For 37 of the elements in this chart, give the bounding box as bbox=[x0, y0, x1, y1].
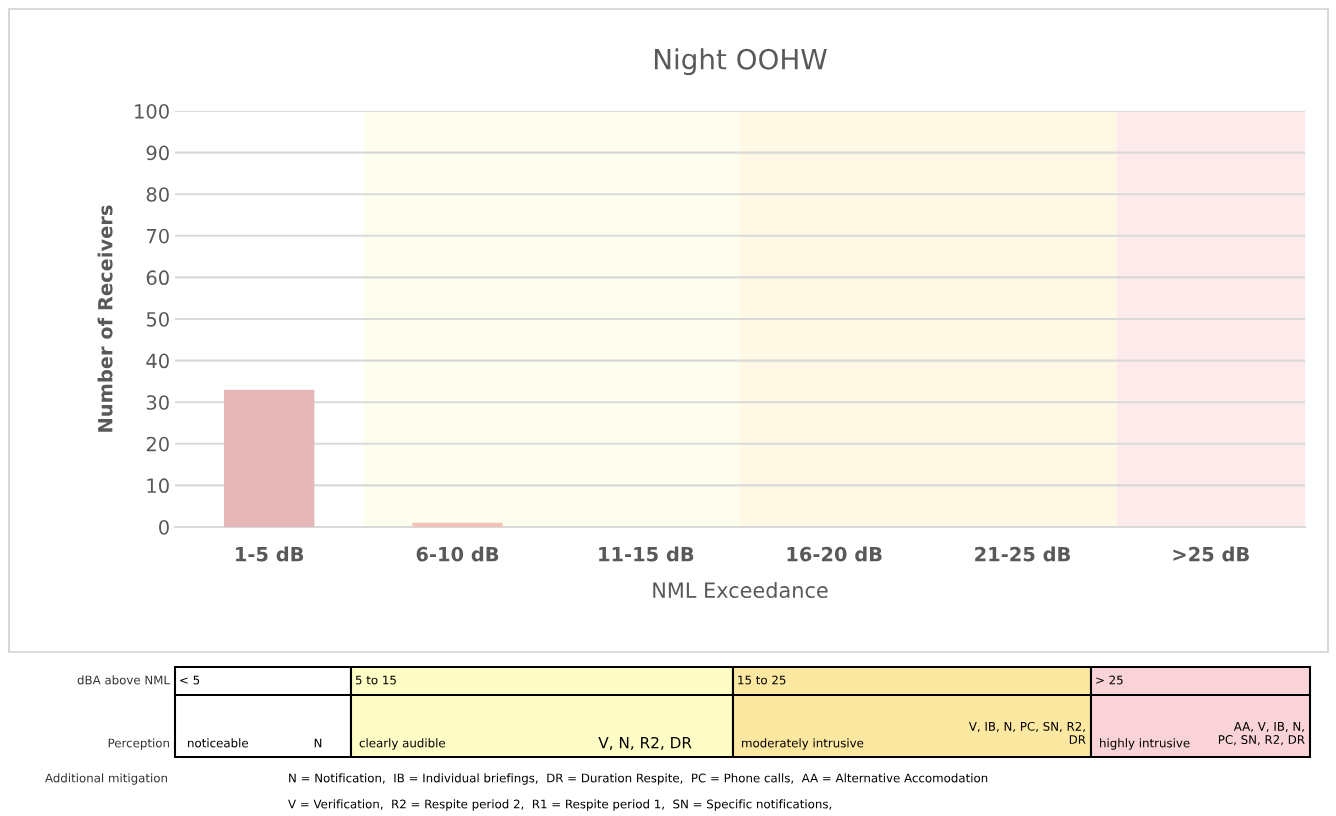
y-tick-label: 50 bbox=[146, 311, 169, 327]
text: 5 to 15 bbox=[355, 675, 396, 685]
y-tick-label: 20 bbox=[146, 436, 169, 452]
y-tick-label: 10 bbox=[147, 478, 169, 494]
y-tick-label: 80 bbox=[146, 187, 169, 202]
text: Perception bbox=[108, 738, 169, 750]
text: N bbox=[314, 738, 322, 748]
y-tick-label: 40 bbox=[146, 353, 169, 369]
y-tick-label: 100 bbox=[135, 103, 169, 119]
x-tick-label: 1-5 dB bbox=[236, 546, 304, 562]
text: highly intrusive bbox=[1100, 738, 1190, 750]
text: V = Verification, R2 = Respite period 2, R1 = Respite period 1, SN = Specific notifications, bbox=[288, 799, 832, 811]
x-tick-label: 21-25 dB bbox=[975, 546, 1070, 562]
text: Additional mitigation bbox=[45, 773, 167, 785]
text: V, IB, N, PC, SN, R2, DR bbox=[968, 721, 1086, 744]
text: > 25 bbox=[1096, 675, 1123, 685]
text: V, N, R2, DR bbox=[598, 736, 692, 750]
x-tick-label: >25 dB bbox=[1173, 546, 1249, 562]
x-tick-label: 6-10 dB bbox=[416, 546, 499, 562]
text: dBA above NML bbox=[77, 675, 170, 685]
y-tick-label: 60 bbox=[146, 270, 169, 286]
text: noticeable bbox=[188, 738, 249, 748]
y-tick-label: 0 bbox=[159, 519, 169, 535]
x-axis-title: NML Exceedance bbox=[653, 581, 828, 599]
y-axis-title: Number of Receivers bbox=[97, 205, 113, 432]
chart-title: Night OOHW bbox=[654, 48, 827, 76]
x-tick-label: 16-20 dB bbox=[787, 546, 882, 562]
x-tick-label: 11-15 dB bbox=[599, 546, 694, 562]
text: moderately intrusive bbox=[742, 738, 864, 750]
y-tick-label: 90 bbox=[146, 145, 169, 161]
y-tick-label: 30 bbox=[146, 395, 169, 410]
text: N = Notification, IB = Individual briefings, DR = Duration Respite, PC = Phone calls, AA = Alternative Accomodation bbox=[289, 773, 988, 785]
text: AA, V, IB, N, PC, SN, R2, DR bbox=[1218, 722, 1305, 746]
text: clearly audible bbox=[359, 738, 446, 750]
text: < 5 bbox=[180, 675, 200, 685]
text: 15 to 25 bbox=[738, 675, 786, 685]
y-tick-label: 70 bbox=[146, 228, 169, 244]
